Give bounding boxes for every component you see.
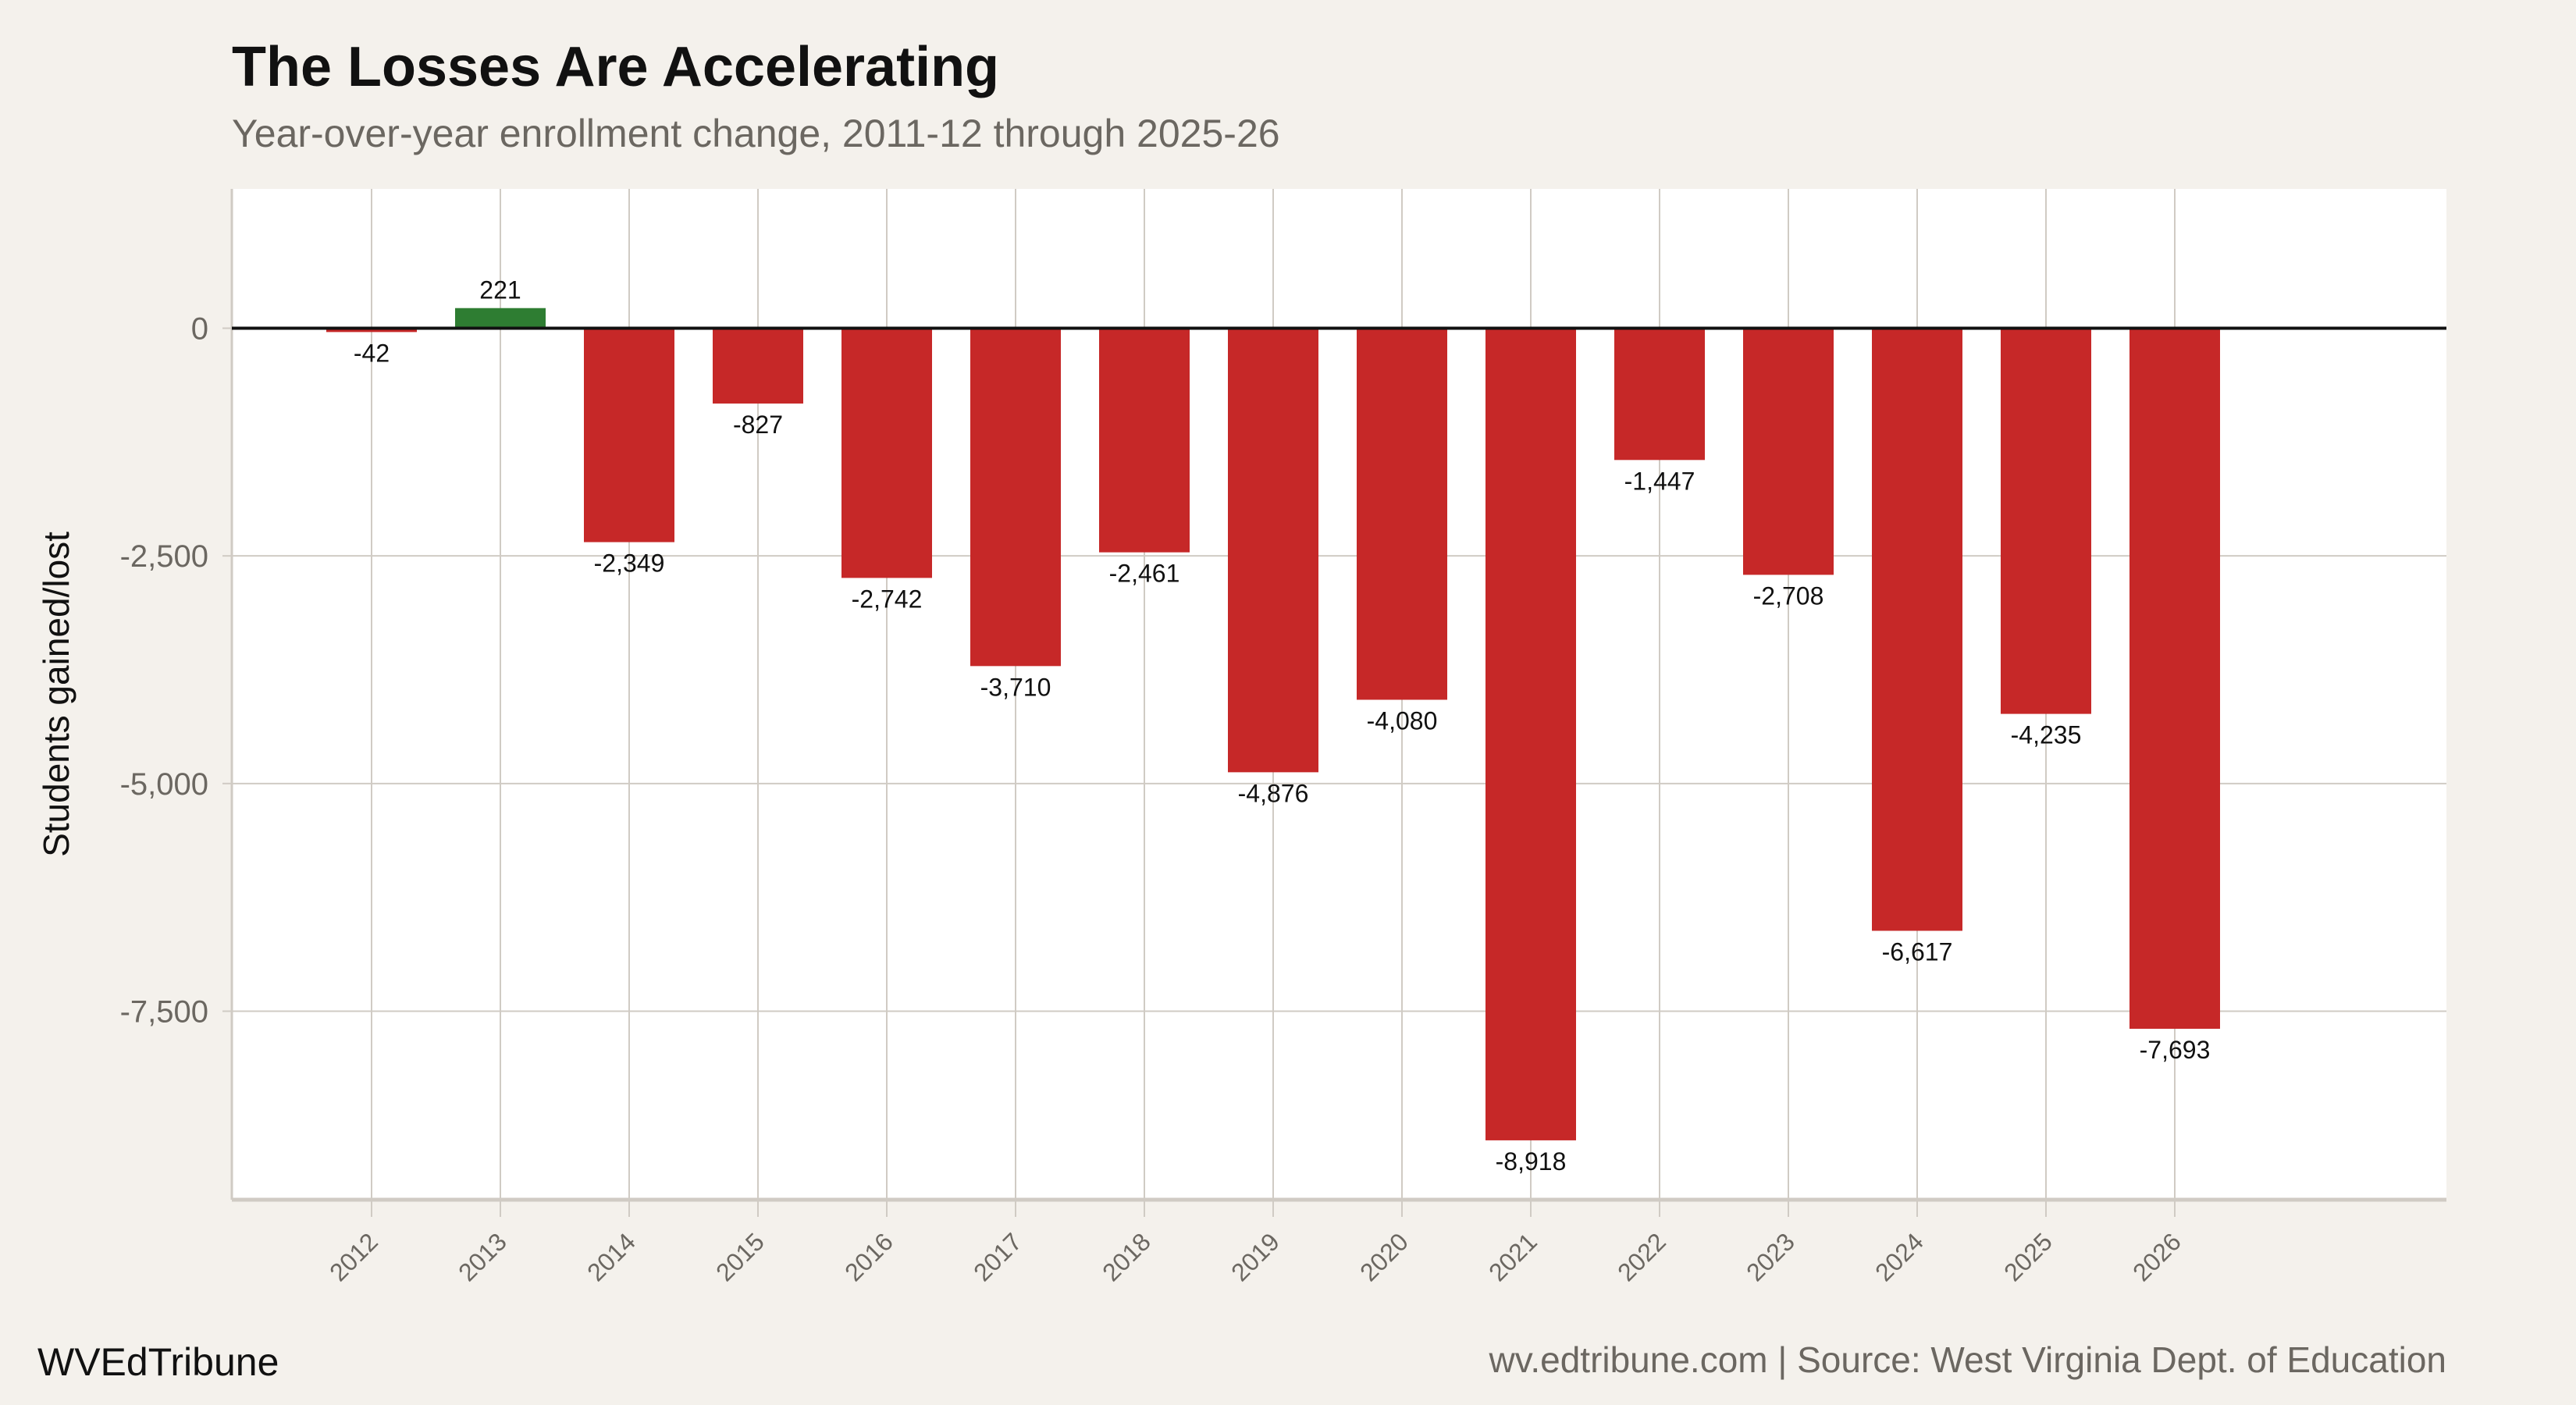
bar-2022 [1614,328,1705,461]
bar-2020 [1357,328,1447,700]
data-label-2021: -8,918 [1496,1147,1567,1176]
x-tick-label: 2019 [1226,1227,1285,1286]
data-label-2018: -2,461 [1109,560,1180,588]
x-tick-label: 2025 [1998,1227,2058,1286]
data-label-2019: -4,876 [1238,779,1309,807]
bar-2018 [1099,328,1190,553]
bar-2021 [1485,328,1576,1140]
data-label-2025: -4,235 [2011,721,2082,749]
bar-2013 [455,308,546,329]
data-label-2015: -827 [733,411,783,439]
bars [232,308,2446,1140]
x-tick-label: 2020 [1354,1227,1414,1286]
bar-2024 [1872,328,1962,931]
data-label-2024: -6,617 [1882,937,1953,966]
x-tick-label: 2017 [968,1227,1027,1286]
data-label-2020: -4,080 [1367,707,1438,735]
x-tick-label: 2018 [1097,1227,1156,1286]
x-axis-ticks: 2012 2013 2014 2015 2016 2017 2018 2019 2020 2021… [324,1227,2186,1286]
data-label-2016: -2,742 [852,585,923,613]
data-label-2022: -1,447 [1624,467,1695,495]
data-label-2023: -2,708 [1753,582,1824,610]
data-label-2017: -3,710 [980,673,1051,701]
x-tick-label: 2022 [1612,1227,1671,1286]
y-tick-label: 0 [191,312,208,347]
y-tick-label: -2,500 [120,539,208,574]
y-axis-label: Students gained/lost [36,532,76,857]
bar-2017 [970,328,1061,667]
x-tick-label: 2012 [324,1227,383,1286]
bar-2014 [584,328,674,542]
bar-2025 [2001,328,2091,714]
data-label-2026: -7,693 [2140,1036,2211,1064]
y-axis-ticks: 0 -2,500 -5,000 -7,500 [120,312,232,1030]
bar-2016 [841,328,932,578]
x-tick-label: 2024 [1870,1227,1929,1286]
x-tick-label: 2016 [839,1227,898,1286]
x-tick-label: 2014 [582,1227,641,1286]
bar-2015 [713,328,803,404]
x-tick-label: 2013 [453,1227,512,1286]
brand-logo-text: WVEdTribune [37,1340,279,1384]
chart-subtitle: Year-over-year enrollment change, 2011-1… [232,112,1280,155]
y-tick-label: -5,000 [120,767,208,802]
data-label-2012: -42 [354,339,390,367]
data-label-2014: -2,349 [594,550,665,578]
chart-title: The Losses Are Accelerating [232,36,999,98]
plot-panel [232,189,2446,1200]
y-tick-label: -7,500 [120,995,208,1030]
bar-2026 [2129,328,2220,1030]
data-label-2013: 221 [479,276,521,304]
bar-2019 [1228,328,1318,773]
data-labels: -42 221 -2,349 -827 -2,742 -3,710 -2,461 -4,876… [354,276,2210,1176]
bar-2012 [326,328,417,333]
source-note: wv.edtribune.com | Source: West Virginia… [1489,1339,2446,1380]
bar-2023 [1743,328,1834,575]
x-tick-label: 2026 [2127,1227,2186,1286]
x-tick-label: 2023 [1741,1227,1800,1286]
x-tick-label: 2015 [710,1227,770,1286]
x-tick-label: 2021 [1483,1227,1542,1286]
